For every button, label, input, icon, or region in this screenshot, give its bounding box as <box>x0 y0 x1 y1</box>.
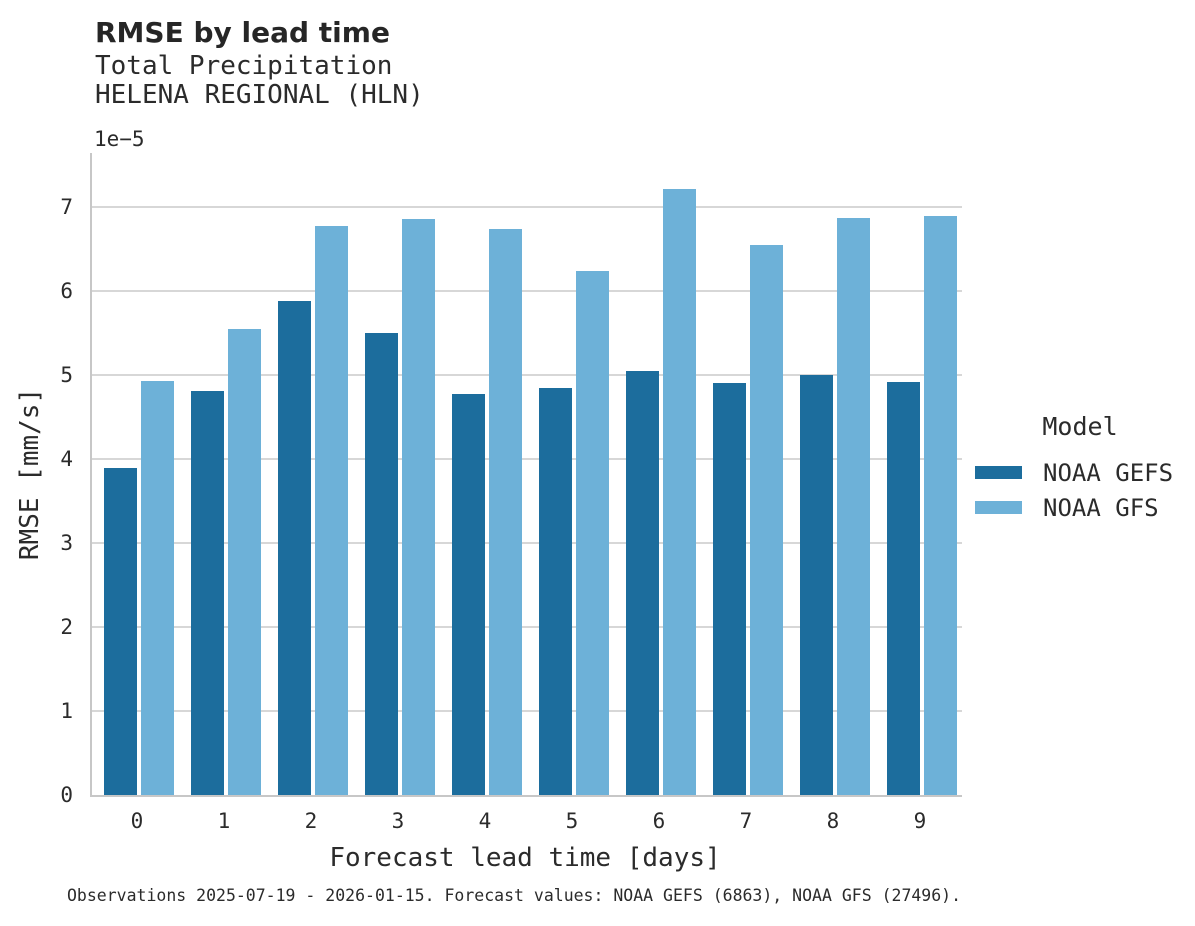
y-axis-label: RMSE [mm/s] <box>15 387 45 561</box>
x-tick-label-2: 2 <box>304 809 318 833</box>
gridline-y-1 <box>92 709 962 712</box>
y-tick-label-3: 3 <box>60 530 73 555</box>
x-tick-label-1: 1 <box>217 809 231 833</box>
y-axis-offset-text: 1e−5 <box>94 127 145 151</box>
y-tick-label-2: 2 <box>60 614 73 639</box>
x-tick-label-8: 8 <box>826 809 840 833</box>
bar-noaa-gefs-day-7 <box>713 383 746 795</box>
bar-noaa-gfs-day-7 <box>750 245 783 795</box>
bar-noaa-gfs-day-1 <box>228 329 261 795</box>
bar-noaa-gfs-day-6 <box>663 189 696 795</box>
bar-noaa-gefs-day-0 <box>104 468 137 795</box>
bar-noaa-gefs-day-6 <box>626 371 659 795</box>
legend-label: NOAA GEFS <box>1043 458 1174 487</box>
bar-noaa-gfs-day-4 <box>489 229 522 795</box>
chart-subtitle: Total Precipitation HELENA REGIONAL (HLN) <box>95 52 424 110</box>
bar-noaa-gfs-day-5 <box>576 271 609 795</box>
x-tick-label-6: 6 <box>652 809 666 833</box>
y-tick-label-5: 5 <box>60 362 73 387</box>
x-tick-label-0: 0 <box>130 809 144 833</box>
legend-items: NOAA GEFS NOAA GFS <box>975 455 1185 525</box>
legend-item-noaa-gefs: NOAA GEFS <box>975 455 1185 490</box>
gridline-y-4 <box>92 457 962 460</box>
legend-item-noaa-gfs: NOAA GFS <box>975 490 1185 525</box>
legend: Model NOAA GEFS NOAA GFS <box>975 412 1185 525</box>
subtitle-station: HELENA REGIONAL (HLN) <box>95 80 424 110</box>
x-tick-label-7: 7 <box>739 809 753 833</box>
x-tick-label-5: 5 <box>565 809 579 833</box>
legend-swatch-icon <box>975 501 1022 514</box>
gridline-y-6 <box>92 289 962 292</box>
bar-noaa-gfs-day-0 <box>141 381 174 795</box>
bar-noaa-gefs-day-1 <box>191 391 224 795</box>
y-tick-label-6: 6 <box>60 278 73 303</box>
gridline-y-5 <box>92 373 962 376</box>
gridline-y-3 <box>92 541 962 544</box>
bar-noaa-gefs-day-2 <box>278 301 311 795</box>
x-tick-label-4: 4 <box>478 809 492 833</box>
bar-noaa-gfs-day-8 <box>837 218 870 795</box>
bar-noaa-gefs-day-5 <box>539 388 572 795</box>
x-tick-label-9: 9 <box>913 809 927 833</box>
y-tick-label-4: 4 <box>60 446 73 471</box>
y-tick-label-0: 0 <box>60 783 73 807</box>
plot-area <box>90 153 962 797</box>
bar-noaa-gefs-day-4 <box>452 394 485 795</box>
bar-noaa-gefs-day-3 <box>365 333 398 795</box>
legend-swatch-icon <box>975 466 1022 479</box>
y-tick-label-1: 1 <box>60 698 73 723</box>
bar-noaa-gfs-day-2 <box>315 226 348 795</box>
chart-title: RMSE by lead time <box>95 16 390 49</box>
footer-caption: Observations 2025-07-19 - 2026-01-15. Fo… <box>67 886 962 905</box>
bar-noaa-gfs-day-9 <box>924 216 957 795</box>
gridline-y-2 <box>92 625 962 628</box>
legend-label: NOAA GFS <box>1043 493 1159 522</box>
x-axis-label: Forecast lead time [days] <box>329 843 721 873</box>
gridline-y-7 <box>92 205 962 208</box>
legend-title: Model <box>1042 412 1118 441</box>
bar-noaa-gefs-day-8 <box>800 375 833 795</box>
x-tick-label-3: 3 <box>391 809 405 833</box>
y-tick-label-7: 7 <box>60 194 73 219</box>
subtitle-variable: Total Precipitation <box>95 51 393 81</box>
bar-noaa-gfs-day-3 <box>402 219 435 795</box>
bar-noaa-gefs-day-9 <box>887 382 920 795</box>
